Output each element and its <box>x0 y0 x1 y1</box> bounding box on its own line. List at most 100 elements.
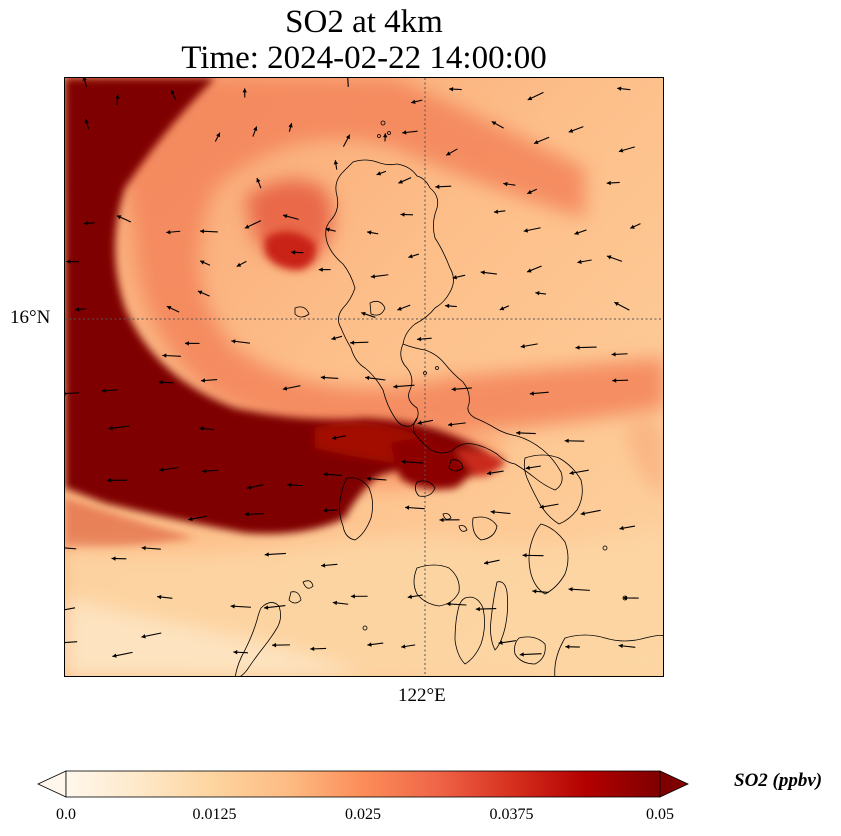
wind-arrow <box>498 640 517 645</box>
wind-arrow <box>347 78 349 87</box>
wind-arrow <box>288 123 293 132</box>
wind-vectors <box>65 78 641 658</box>
wind-arrow <box>577 259 592 264</box>
wind-arrow <box>612 378 629 383</box>
wind-arrow <box>480 270 497 275</box>
wind-arrow <box>568 126 584 133</box>
wind-arrow <box>575 345 597 350</box>
wind-arrow <box>520 343 538 349</box>
wind-arrow <box>452 274 466 280</box>
colorbar-extend-high <box>659 770 689 798</box>
wind-arrow <box>242 88 247 98</box>
wind-arrow <box>323 508 338 513</box>
wind-arrow <box>475 606 497 612</box>
wind-arrow <box>519 652 542 657</box>
wind-arrow <box>244 512 264 517</box>
wind-arrow <box>614 301 630 311</box>
wind-arrow <box>264 552 286 557</box>
wind-arrow <box>159 466 179 472</box>
wind-arrow <box>405 505 425 510</box>
wind-arrow <box>291 250 304 255</box>
wind-arrow <box>486 470 504 476</box>
wind-arrow <box>236 260 247 268</box>
wind-arrow <box>252 126 258 137</box>
wind-arrow <box>108 425 131 431</box>
wind-arrow <box>527 91 544 101</box>
wind-arrow <box>199 229 218 234</box>
latitude-tick-label: 16°N <box>10 307 51 328</box>
wind-arrow <box>263 605 286 610</box>
wind-arrow <box>199 260 211 266</box>
wind-arrow <box>366 476 387 481</box>
colorbar-label: SO2 (ppbv) <box>734 770 823 791</box>
wind-arrow <box>617 86 631 91</box>
wind-arrow <box>323 472 342 477</box>
wind-arrow <box>115 94 120 106</box>
wind-arrow <box>331 435 346 440</box>
graticule <box>65 78 663 676</box>
wind-arrow <box>350 340 369 345</box>
wind-arrow <box>447 422 466 427</box>
wind-arrow <box>401 644 416 649</box>
wind-arrow <box>166 305 180 313</box>
wind-arrow <box>361 311 376 318</box>
coastlines <box>234 120 663 676</box>
map-panel <box>64 77 664 677</box>
wind-arrow <box>214 132 221 142</box>
colorbar-tick-label: 0.025 <box>345 806 381 823</box>
wind-arrow <box>141 545 161 551</box>
wind-arrow <box>490 509 511 515</box>
wind-arrow <box>310 646 327 652</box>
wind-arrow <box>66 259 80 264</box>
wind-arrow <box>272 642 290 648</box>
wind-arrow <box>65 547 77 550</box>
wind-arrow <box>451 386 472 392</box>
wind-arrow <box>529 391 549 396</box>
wind-arrow <box>569 469 589 475</box>
wind-arrow <box>65 607 76 611</box>
title-line-variable: SO2 at 4km <box>285 4 443 40</box>
wind-arrow <box>397 304 411 311</box>
wind-arrow <box>618 146 636 153</box>
wind-arrow <box>166 229 181 235</box>
wind-arrow <box>82 78 87 87</box>
wind-arrow <box>533 136 550 145</box>
wind-arrow <box>106 478 128 483</box>
wind-arrow <box>282 385 301 391</box>
colorbar-tick-label: 0.0125 <box>192 806 237 823</box>
wind-arrow <box>622 595 639 601</box>
wind-arrow <box>382 133 388 142</box>
wind-arrow <box>527 188 538 195</box>
wind-arrow <box>522 553 544 558</box>
wind-arrow <box>408 253 420 259</box>
wind-arrow <box>342 134 351 147</box>
wind-arrow <box>525 465 541 470</box>
wind-arrow <box>162 353 181 358</box>
wind-arrow <box>111 556 127 561</box>
wind-arrow <box>200 378 218 383</box>
wind-arrow <box>611 352 628 357</box>
wind-arrow <box>157 594 173 600</box>
wind-arrow <box>535 291 547 296</box>
wind-arrow <box>629 223 641 229</box>
wind-arrow <box>282 214 299 220</box>
wind-arrow <box>445 148 458 156</box>
so2-concentration-field <box>65 78 663 676</box>
wind-arrow <box>65 641 78 644</box>
wind-arrow <box>184 341 200 346</box>
wind-arrow <box>564 438 585 444</box>
wind-arrow <box>321 563 338 568</box>
title-line-time: Time: 2024-02-22 14:00:00 <box>181 40 547 76</box>
wind-arrow <box>416 336 432 342</box>
wind-arrow <box>411 99 423 104</box>
wind-arrow <box>574 229 587 235</box>
longitude-tick-label: 122°E <box>398 685 446 706</box>
wind-arrow <box>446 601 467 607</box>
wind-arrow <box>568 587 590 592</box>
wind-arrow <box>539 503 559 509</box>
wind-arrow <box>74 307 86 312</box>
colorbar-body <box>65 770 661 798</box>
wind-arrow <box>402 130 418 135</box>
wind-arrow <box>202 468 219 474</box>
wind-arrow <box>188 515 207 522</box>
